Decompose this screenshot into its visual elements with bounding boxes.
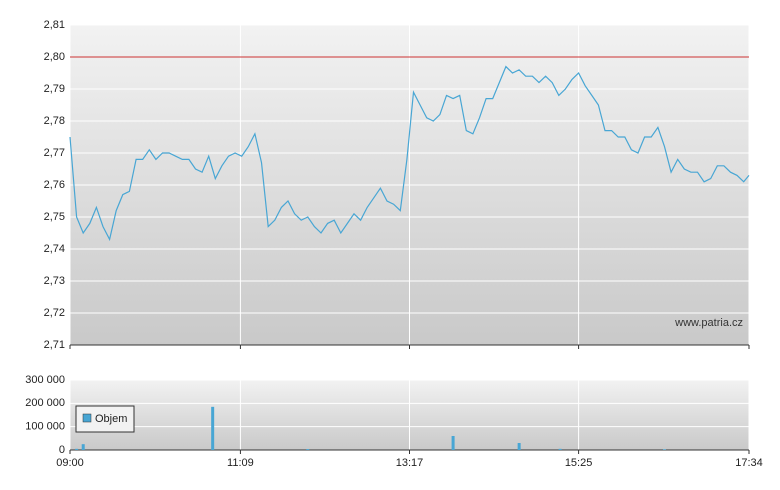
volume-bar: [517, 443, 521, 450]
volume-bar: [662, 449, 666, 450]
y-tick-label: 2,79: [44, 83, 65, 95]
volume-bar: [75, 448, 79, 450]
y-tick-label: 2,76: [44, 179, 65, 191]
x-tick-label: 09:00: [56, 457, 84, 469]
y-tick-label: 2,73: [44, 275, 65, 287]
volume-bar: [558, 448, 562, 450]
y-tick-label: 2,77: [44, 147, 65, 159]
y-tick-label: 0: [59, 444, 65, 456]
y-tick-label: 100 000: [25, 421, 65, 433]
volume-bar: [451, 436, 455, 450]
y-tick-label: 2,74: [44, 243, 65, 255]
y-tick-label: 2,75: [44, 211, 65, 223]
x-tick-label: 13:17: [396, 457, 424, 469]
volume-bar: [306, 449, 310, 450]
x-tick-label: 15:25: [565, 457, 593, 469]
y-tick-label: 200 000: [25, 397, 65, 409]
price-line: [69, 65, 750, 242]
y-tick-label: 2,72: [44, 307, 65, 319]
x-tick-label: 11:09: [227, 457, 254, 469]
y-tick-label: 2,71: [44, 339, 65, 351]
watermark: www.patria.cz: [674, 317, 743, 329]
y-tick-label: 300 000: [25, 374, 65, 386]
legend-swatch: [82, 413, 92, 423]
y-tick-label: 2,80: [44, 51, 65, 63]
legend-label: Objem: [95, 413, 127, 425]
x-tick-label: 17:34: [735, 457, 763, 469]
volume-bar: [81, 444, 85, 450]
y-tick-label: 2,78: [44, 115, 65, 127]
y-tick-label: 2,81: [44, 19, 65, 31]
volume-bar: [211, 406, 215, 450]
